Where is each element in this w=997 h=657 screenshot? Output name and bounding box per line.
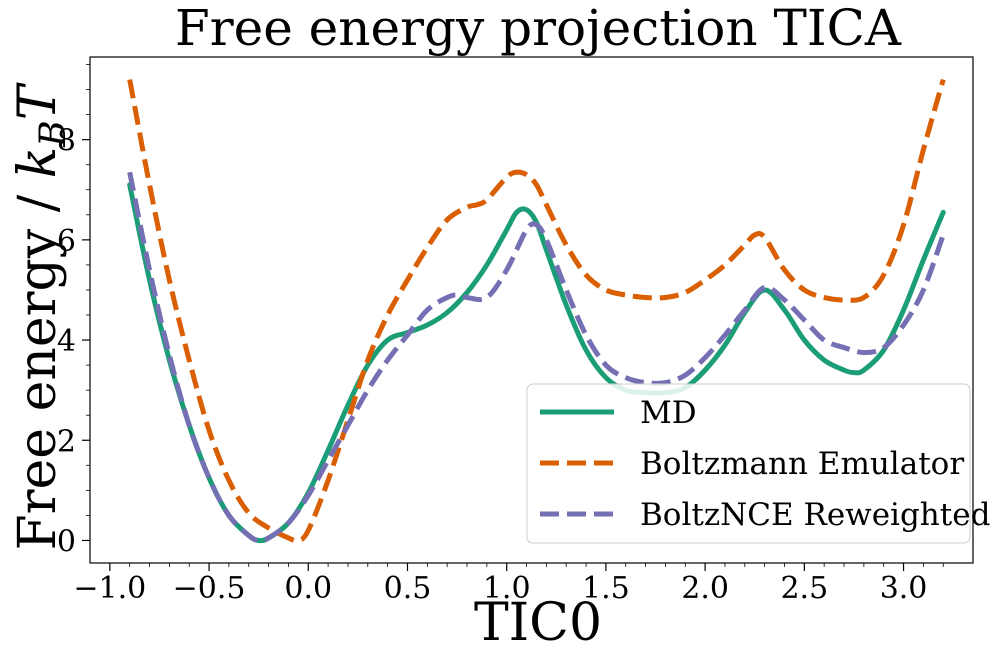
y-axis: 0 2 4 6 8	[57, 64, 90, 559]
y-axis-label-prefix: Free energy /	[8, 178, 68, 550]
y-axis-label-sub: B	[33, 120, 74, 147]
series-layer	[127, 78, 946, 544]
y-axis-label-k: k	[8, 147, 68, 179]
series-line-md	[127, 182, 946, 544]
x-tick-label: 0.5	[384, 571, 432, 606]
x-tick-label: 1.0	[483, 571, 531, 606]
legend-box	[526, 383, 971, 544]
x-axis: −1.0 −0.5 0.0 0.5 1.0 1.5 2.0 2.5 3.0	[73, 563, 944, 606]
x-tick-label: 1.5	[582, 571, 630, 606]
chart-title: Free energy projection TICA	[175, 0, 902, 57]
x-tick-label: 2.0	[681, 571, 729, 606]
y-axis-label-T: T	[8, 82, 68, 120]
y-axis-label: Free energy / kBT	[8, 82, 74, 550]
x-tick-label: 3.0	[880, 571, 928, 606]
series-line-boltzmann-emulator	[127, 78, 946, 544]
plot-frame	[89, 56, 974, 564]
series-line-boltznce-reweighted	[127, 171, 946, 544]
legend-label: Boltzmann Emulator	[640, 446, 964, 482]
legend-label: MD	[640, 395, 697, 431]
y-tick-label: 6	[57, 224, 76, 259]
x-axis-label: TIC0	[474, 593, 602, 653]
y-tick-label: 0	[57, 524, 76, 559]
legend-label: BoltzNCE Reweighted	[640, 497, 990, 533]
x-tick-label: −0.5	[173, 571, 246, 606]
y-tick-label: 8	[57, 124, 76, 159]
y-tick-label: 4	[57, 324, 76, 359]
x-tick-label: −1.0	[73, 571, 146, 606]
legend: MD Boltzmann Emulator BoltzNCE Reweighted	[526, 383, 990, 544]
x-tick-label: 0.0	[284, 571, 332, 606]
y-tick-label: 2	[57, 424, 76, 459]
x-tick-label: 2.5	[780, 571, 828, 606]
